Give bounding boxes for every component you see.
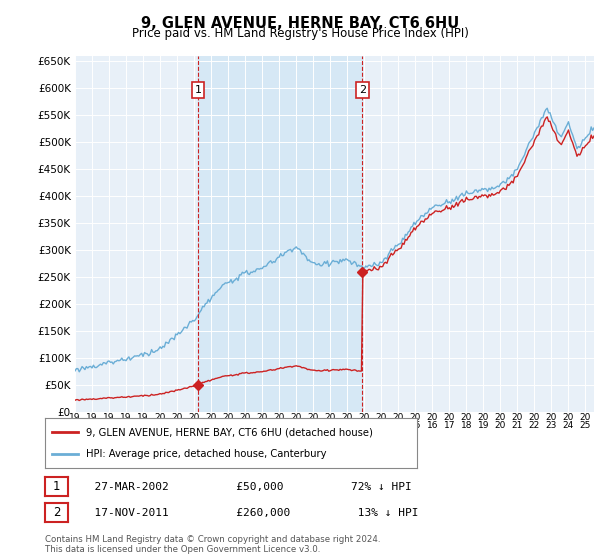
Text: 1: 1: [194, 85, 202, 95]
Text: 2: 2: [359, 85, 366, 95]
Text: 1: 1: [53, 480, 60, 493]
Text: HPI: Average price, detached house, Canterbury: HPI: Average price, detached house, Cant…: [86, 449, 326, 459]
Text: Contains HM Land Registry data © Crown copyright and database right 2024.
This d: Contains HM Land Registry data © Crown c…: [45, 535, 380, 554]
Text: 17-NOV-2011          £260,000          13% ↓ HPI: 17-NOV-2011 £260,000 13% ↓ HPI: [81, 508, 419, 518]
Text: 27-MAR-2002          £50,000          72% ↓ HPI: 27-MAR-2002 £50,000 72% ↓ HPI: [81, 482, 412, 492]
Bar: [198, 56, 362, 412]
Text: 9, GLEN AVENUE, HERNE BAY, CT6 6HU (detached house): 9, GLEN AVENUE, HERNE BAY, CT6 6HU (deta…: [86, 427, 373, 437]
Text: 9, GLEN AVENUE, HERNE BAY, CT6 6HU: 9, GLEN AVENUE, HERNE BAY, CT6 6HU: [141, 16, 459, 31]
Text: 2: 2: [53, 506, 60, 519]
Text: Price paid vs. HM Land Registry's House Price Index (HPI): Price paid vs. HM Land Registry's House …: [131, 27, 469, 40]
